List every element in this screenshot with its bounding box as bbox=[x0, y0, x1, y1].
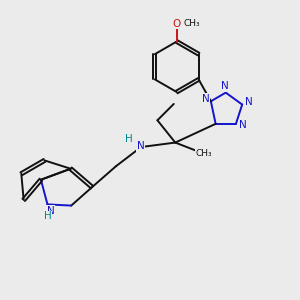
Text: CH₃: CH₃ bbox=[184, 20, 200, 28]
Text: H: H bbox=[125, 134, 133, 144]
Text: N: N bbox=[245, 97, 253, 106]
Text: N: N bbox=[47, 206, 55, 216]
Text: H: H bbox=[44, 211, 51, 221]
Text: N: N bbox=[238, 120, 246, 130]
Text: O: O bbox=[172, 19, 181, 29]
Text: CH₃: CH₃ bbox=[196, 149, 212, 158]
Text: N: N bbox=[202, 94, 210, 104]
Text: N: N bbox=[136, 141, 144, 152]
Text: N: N bbox=[221, 81, 229, 91]
